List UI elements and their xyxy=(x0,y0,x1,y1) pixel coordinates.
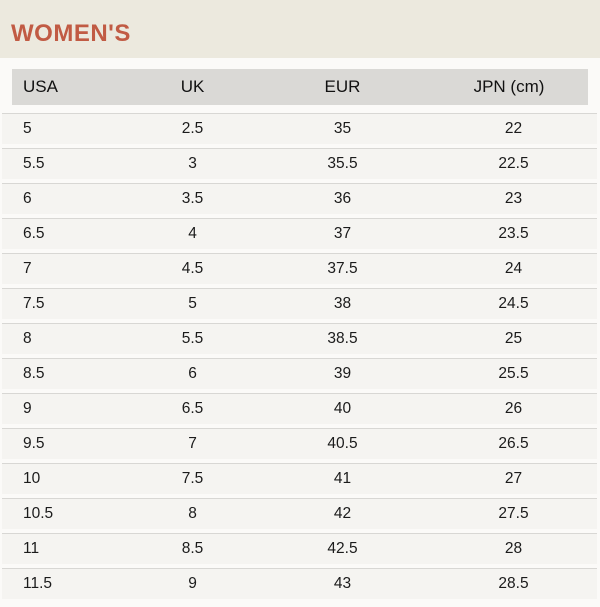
cell-uk: 6 xyxy=(188,365,197,382)
cell-eur: 40.5 xyxy=(327,435,358,452)
cell-eur: 37 xyxy=(333,225,352,242)
cell-uk: 6.5 xyxy=(181,400,204,417)
cell-usa: 8.5 xyxy=(23,365,45,382)
cell-usa: 10 xyxy=(23,470,41,487)
cell-jpn: 28.5 xyxy=(498,575,529,592)
size-row: 9.5 7 40.5 26.5 xyxy=(2,428,597,459)
size-row: 10.5 8 42 27.5 xyxy=(2,498,597,529)
size-row: 9 6.5 40 26 xyxy=(2,393,597,424)
size-row: 8.5 6 39 25.5 xyxy=(2,358,597,389)
cell-uk: 5.5 xyxy=(181,330,204,347)
size-row: 11.5 9 43 28.5 xyxy=(2,568,597,599)
cell-eur: 36 xyxy=(333,190,352,207)
cell-jpn: 26 xyxy=(504,400,523,417)
cell-eur: 42.5 xyxy=(327,540,358,557)
size-row: 6.5 4 37 23.5 xyxy=(2,218,597,249)
cell-usa: 8 xyxy=(23,330,32,347)
cell-eur: 38.5 xyxy=(327,330,358,347)
cell-uk: 8.5 xyxy=(181,540,204,557)
header-uk: UK xyxy=(180,77,205,96)
cell-usa: 9 xyxy=(23,400,32,417)
cell-uk: 7.5 xyxy=(181,470,204,487)
size-row: 11 8.5 42.5 28 xyxy=(2,533,597,564)
cell-jpn: 24 xyxy=(504,260,523,277)
cell-uk: 3 xyxy=(188,155,197,172)
cell-jpn: 23.5 xyxy=(498,225,529,242)
header-usa: USA xyxy=(23,77,58,96)
size-row: 7 4.5 37.5 24 xyxy=(2,253,597,284)
cell-eur: 41 xyxy=(333,470,352,487)
cell-jpn: 25 xyxy=(504,330,523,347)
cell-usa: 5.5 xyxy=(23,155,45,172)
cell-usa: 6 xyxy=(23,190,32,207)
cell-uk: 5 xyxy=(188,295,197,312)
size-table-body: 5 2.5 35 22 5.5 3 35.5 22.5 6 3.5 36 23 … xyxy=(2,113,597,599)
cell-uk: 4.5 xyxy=(181,260,204,277)
cell-uk: 7 xyxy=(188,435,197,452)
cell-uk: 8 xyxy=(188,505,197,522)
cell-eur: 35.5 xyxy=(327,155,358,172)
cell-jpn: 23 xyxy=(504,190,523,207)
cell-jpn: 25.5 xyxy=(498,365,529,382)
cell-eur: 37.5 xyxy=(327,260,358,277)
cell-jpn: 27.5 xyxy=(498,505,529,522)
cell-usa: 5 xyxy=(23,120,32,137)
header-eur: EUR xyxy=(324,77,361,96)
cell-usa: 9.5 xyxy=(23,435,45,452)
cell-eur: 35 xyxy=(333,120,352,137)
size-row: 6 3.5 36 23 xyxy=(2,183,597,214)
cell-uk: 9 xyxy=(188,575,197,592)
cell-uk: 4 xyxy=(188,225,197,242)
cell-eur: 39 xyxy=(333,365,352,382)
cell-usa: 6.5 xyxy=(23,225,45,242)
size-row: 8 5.5 38.5 25 xyxy=(2,323,597,354)
cell-uk: 3.5 xyxy=(181,190,204,207)
size-row: 10 7.5 41 27 xyxy=(2,463,597,494)
header-jpn: JPN (cm) xyxy=(473,77,545,96)
cell-jpn: 22.5 xyxy=(498,155,529,172)
cell-eur: 40 xyxy=(333,400,352,417)
cell-jpn: 28 xyxy=(504,540,523,557)
size-row: 5 2.5 35 22 xyxy=(2,113,597,144)
cell-usa: 11 xyxy=(23,540,40,557)
section-title: WOMEN'S xyxy=(11,20,131,47)
cell-jpn: 27 xyxy=(504,470,523,487)
cell-usa: 7.5 xyxy=(23,295,45,312)
cell-jpn: 24.5 xyxy=(498,295,529,312)
size-table-header: USA UK EUR JPN (cm) xyxy=(12,69,588,105)
cell-eur: 38 xyxy=(333,295,352,312)
size-row: 7.5 5 38 24.5 xyxy=(2,288,597,319)
cell-usa: 7 xyxy=(23,260,32,277)
cell-usa: 11.5 xyxy=(23,575,53,592)
section-banner: WOMEN'S xyxy=(0,0,600,58)
cell-usa: 10.5 xyxy=(23,505,54,522)
cell-eur: 43 xyxy=(333,575,352,592)
cell-eur: 42 xyxy=(333,505,352,522)
cell-uk: 2.5 xyxy=(181,120,204,137)
cell-jpn: 26.5 xyxy=(498,435,529,452)
size-row: 5.5 3 35.5 22.5 xyxy=(2,148,597,179)
cell-jpn: 22 xyxy=(504,120,523,137)
